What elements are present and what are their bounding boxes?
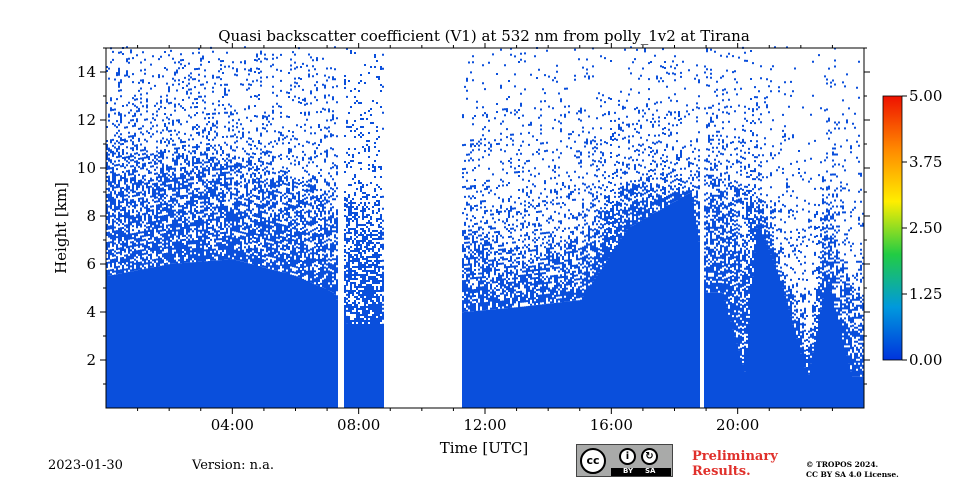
y-tick-label: 14 xyxy=(77,63,96,81)
y-tick-label: 4 xyxy=(86,303,96,321)
cc-license-badge: cc i ↻ BY SA xyxy=(576,444,673,477)
colorbar xyxy=(882,95,903,361)
preliminary-line-2: Results. xyxy=(692,464,751,479)
date-label: 2023-01-30 xyxy=(48,458,123,473)
x-tick-label: 08:00 xyxy=(337,416,380,434)
heatmap-layer xyxy=(106,46,864,408)
preliminary-notice: Preliminary Results. xyxy=(692,449,778,479)
y-tick-label: 12 xyxy=(77,111,96,129)
share-alike-icon: ↻ xyxy=(641,448,658,465)
x-tick-label: 12:00 xyxy=(463,416,506,434)
version-label: Version: n.a. xyxy=(192,458,275,473)
signal-noise-speckle xyxy=(106,46,864,377)
copyright-line-2: CC BY SA 4.0 License. xyxy=(806,470,899,479)
sa-label: SA xyxy=(645,467,656,475)
colorbar-tick-label: 0.00 xyxy=(909,351,942,369)
by-label: BY xyxy=(623,467,634,475)
colorbar-ticks: 0.00 1.25 2.50 3.75 5.00 xyxy=(902,87,942,369)
x-tick-label: 16:00 xyxy=(590,416,633,434)
copyright-line-1: © TROPOS 2024. xyxy=(806,460,879,469)
colorbar-tick-label: 2.50 xyxy=(909,219,942,237)
y-tick-label: 8 xyxy=(86,207,96,225)
axis-ticks: 04:00 08:00 12:00 16:00 20:00 2 4 6 8 10 12 14 xyxy=(77,43,870,434)
y-tick-label: 2 xyxy=(86,351,96,369)
preliminary-line-1: Preliminary xyxy=(692,449,778,464)
x-tick-label: 20:00 xyxy=(716,416,759,434)
x-axis-label: Time [UTC] xyxy=(440,439,529,457)
colorbar-tick-label: 5.00 xyxy=(909,87,942,105)
colorbar-tick-label: 1.25 xyxy=(909,285,942,303)
creative-commons-icon: cc xyxy=(580,448,606,474)
copyright-notice: © TROPOS 2024. CC BY SA 4.0 License. xyxy=(806,460,899,480)
y-tick-label: 6 xyxy=(86,255,96,273)
y-tick-label: 10 xyxy=(77,159,96,177)
colorbar-tick-label: 3.75 xyxy=(909,153,942,171)
x-tick-label: 04:00 xyxy=(211,416,254,434)
signal-solid-region xyxy=(106,192,864,408)
attribution-icon: i xyxy=(619,448,636,465)
y-axis-label: Height [km] xyxy=(52,182,70,274)
chart-title: Quasi backscatter coefficient (V1) at 53… xyxy=(218,27,750,45)
license-strip xyxy=(611,468,671,476)
